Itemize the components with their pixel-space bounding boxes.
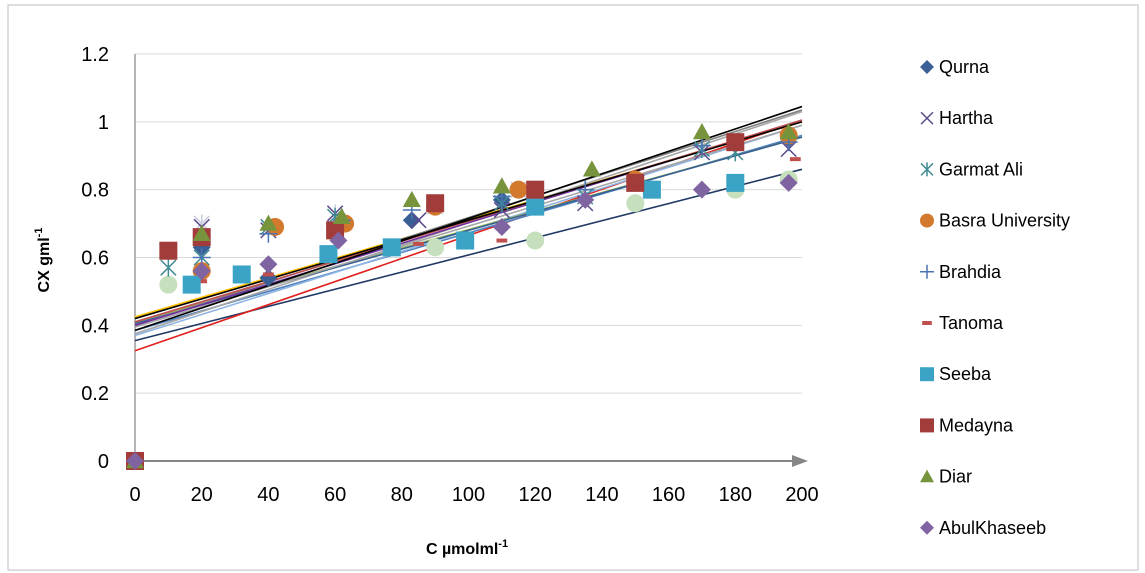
data-point	[526, 180, 545, 199]
data-point	[526, 197, 545, 216]
x-tick-label: 100	[452, 484, 485, 506]
y-tick-label: 0.8	[81, 180, 109, 202]
y-tick-label: 1	[98, 112, 109, 134]
legend-marker	[920, 162, 934, 177]
legend-marker	[920, 60, 934, 74]
x-axis-title: C µmolml-1	[426, 538, 508, 558]
data-point	[329, 231, 348, 250]
data-point	[779, 173, 798, 192]
data-point	[692, 123, 711, 140]
data-point	[456, 231, 475, 250]
data-point	[382, 238, 401, 257]
legend-marker	[920, 469, 934, 483]
data-point	[726, 173, 745, 192]
data-point	[402, 211, 421, 230]
data-point	[692, 180, 711, 199]
legend-marker	[922, 321, 932, 325]
legend-label: AbulKhaseeb	[939, 518, 1046, 538]
data-point	[496, 238, 508, 243]
tick-labels: 0 0.2 0.4 0.6 0.8 1 1.2 0 20 40 60 80 100 120 140 160 18…	[81, 44, 819, 506]
x-tick-label: 140	[585, 484, 618, 506]
data-point	[192, 224, 211, 241]
x-tick-label: 0	[129, 484, 140, 506]
data-point	[582, 160, 601, 177]
data-point	[626, 173, 645, 192]
trendlines	[134, 105, 803, 352]
legend-label: Tanoma	[939, 313, 1004, 333]
data-point	[509, 180, 528, 199]
data-point	[789, 157, 801, 162]
data-point	[413, 241, 424, 246]
data-point	[192, 262, 211, 281]
x-tick-label: 60	[324, 484, 346, 506]
x-tick-label: 180	[719, 484, 752, 506]
x-axis-arrow	[792, 455, 808, 467]
legend-label: Basra University	[939, 211, 1070, 231]
data-point	[259, 214, 278, 231]
x-tick-label: 120	[519, 484, 552, 506]
legend-marker	[920, 367, 934, 382]
data-point	[642, 180, 661, 199]
data-point	[492, 217, 511, 236]
data-point	[232, 265, 251, 284]
data-point	[692, 136, 711, 155]
data-point	[126, 452, 144, 470]
data-point	[159, 275, 178, 294]
data-point	[332, 207, 351, 224]
data-point	[576, 190, 595, 209]
gridlines	[135, 53, 802, 394]
data-point	[159, 241, 178, 260]
y-tick-label: 0.2	[81, 383, 109, 405]
trendline	[134, 121, 803, 320]
x-tick-label: 160	[652, 484, 685, 506]
data-point	[259, 255, 278, 274]
legend-label: Qurna	[939, 57, 990, 77]
data-point	[426, 238, 445, 257]
legend-label: Medayna	[939, 415, 1014, 435]
legend-label: Diar	[939, 467, 972, 487]
legend-marker	[920, 520, 934, 535]
x-tick-label: 40	[257, 484, 279, 506]
legend-label: Hartha	[939, 108, 994, 128]
data-point	[492, 177, 511, 194]
data-point	[526, 231, 545, 250]
y-tick-label: 1.2	[81, 44, 109, 66]
data-point	[626, 194, 645, 213]
legend-label: Garmat Ali	[939, 159, 1023, 179]
legend-marker	[920, 418, 934, 433]
data-points	[126, 123, 801, 470]
axes	[134, 54, 808, 467]
legend-marker	[920, 213, 934, 228]
data-point	[182, 275, 201, 294]
y-tick-label: 0	[98, 451, 109, 473]
data-point	[196, 279, 208, 284]
data-point	[410, 212, 427, 229]
data-point	[426, 194, 445, 213]
data-point	[160, 258, 177, 277]
data-point	[263, 272, 274, 277]
legend-label: Brahdia	[939, 262, 1002, 282]
y-tick-label: 0.4	[81, 315, 109, 337]
data-point	[726, 133, 745, 152]
x-tick-label: 80	[391, 484, 413, 506]
y-tick-label: 0.6	[81, 248, 109, 270]
data-point	[402, 190, 421, 208]
x-tick-label: 20	[191, 484, 213, 506]
y-axis-title: CX gml-1	[33, 228, 53, 293]
trendline	[134, 119, 803, 323]
legend-marker	[920, 264, 934, 279]
data-point	[779, 123, 798, 140]
legend: Qurna Hartha Garmat Ali Basra University Bra…	[920, 57, 1070, 538]
legend-marker	[920, 111, 934, 125]
trendline	[134, 105, 803, 332]
legend-label: Seeba	[939, 364, 992, 384]
data-point	[319, 245, 338, 264]
trendline	[134, 109, 803, 327]
x-tick-label: 200	[785, 484, 818, 506]
